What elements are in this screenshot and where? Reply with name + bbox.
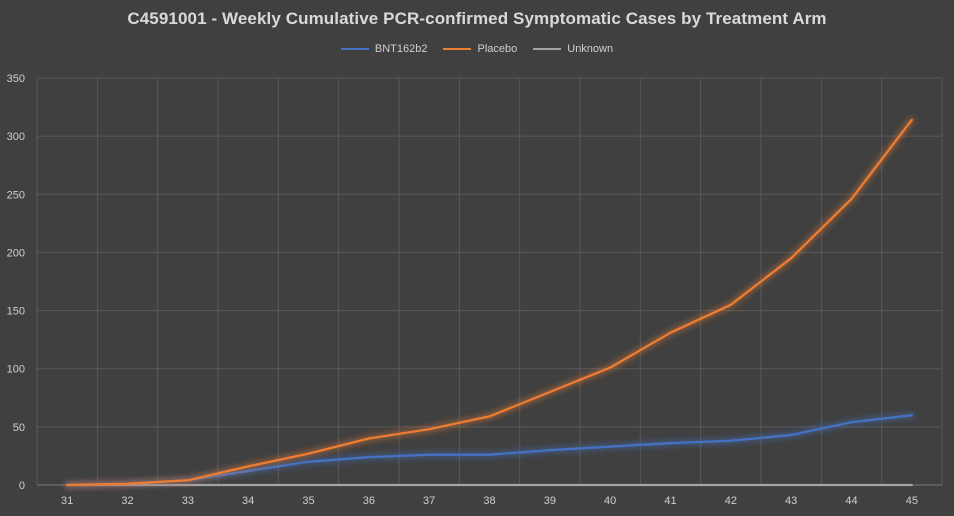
series-line-placebo (66, 118, 913, 487)
x-tick-label: 39 (544, 495, 556, 507)
series-glow-bnt162b2 (64, 412, 915, 488)
x-tick-label: 43 (785, 495, 797, 507)
x-tick-label: 40 (604, 495, 616, 507)
x-tick-label: 38 (483, 495, 495, 507)
legend-item-bnt162b2: BNT162b2 (340, 43, 428, 55)
x-tick-label: 34 (242, 495, 254, 507)
legend-swatch-unknown (533, 48, 562, 50)
x-tick-label: 41 (664, 495, 676, 507)
legend: BNT162b2 Placebo Unknown (0, 43, 954, 55)
legend-item-placebo: Placebo (443, 43, 517, 55)
x-tick-label: 33 (182, 495, 194, 507)
y-tick-label: 100 (7, 364, 25, 376)
y-tick-label: 350 (7, 73, 25, 85)
y-tick-label: 0 (19, 480, 25, 492)
x-tick-label: 36 (363, 495, 375, 507)
y-tick-label: 200 (7, 247, 25, 259)
legend-swatch-placebo (443, 48, 472, 50)
x-tick-label: 42 (725, 495, 737, 507)
y-tick-label: 150 (7, 306, 25, 318)
x-tick-label: 44 (845, 495, 857, 507)
x-tick-label: 45 (906, 495, 918, 507)
legend-swatch-bnt162b2 (340, 48, 369, 50)
legend-label-bnt162b2: BNT162b2 (374, 43, 428, 55)
x-tick-label: 31 (61, 495, 73, 507)
legend-item-unknown: Unknown (533, 43, 613, 55)
x-tick-label: 35 (302, 495, 314, 507)
x-tick-label: 32 (121, 495, 133, 507)
chart-title: C4591001 - Weekly Cumulative PCR-confirm… (127, 9, 827, 28)
legend-label-unknown: Unknown (567, 43, 614, 55)
x-tick-label: 37 (423, 495, 435, 507)
series-glow-placebo (64, 116, 915, 488)
y-tick-label: 300 (7, 131, 25, 143)
y-tick-label: 50 (13, 422, 25, 434)
legend-label-placebo: Placebo (477, 43, 518, 55)
series-line-bnt162b2 (66, 414, 913, 487)
y-tick-label: 250 (7, 189, 25, 201)
